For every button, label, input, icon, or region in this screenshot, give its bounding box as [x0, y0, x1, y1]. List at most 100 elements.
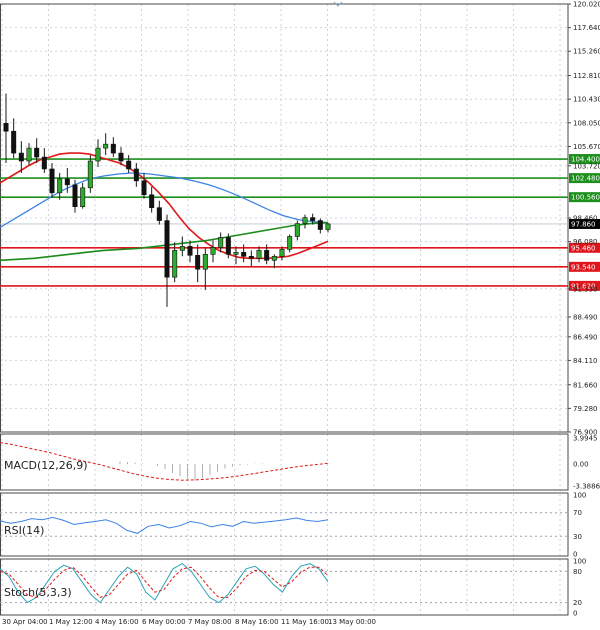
macd-tick-label: -3.3886	[573, 483, 600, 491]
candle-body	[72, 184, 78, 207]
time-tick-label: 4 May 16:00	[95, 618, 139, 626]
macd-tick-label: 0.00	[573, 460, 589, 468]
candle-body	[202, 254, 208, 270]
moving-average-red	[0, 152, 329, 260]
candle-body	[233, 252, 239, 255]
candle-body	[218, 237, 224, 248]
time-tick-label: 30 Apr 04:00	[2, 618, 48, 626]
candle-body	[110, 143, 116, 154]
candle-body	[195, 255, 201, 270]
candle-body	[64, 178, 70, 186]
candle-body	[187, 246, 193, 256]
stoch-k-line	[0, 562, 329, 604]
candle-body	[26, 147, 32, 162]
rsi-tick-label: 70	[573, 509, 582, 517]
candle-body	[210, 247, 216, 255]
moving-average-green	[0, 221, 329, 262]
price-tick-label: 98.460	[573, 215, 598, 223]
candle-body	[80, 187, 86, 207]
candle-body	[172, 250, 178, 278]
grid	[0, 1, 569, 616]
candle-body	[271, 256, 277, 261]
price-tick-label: 117.640	[573, 24, 600, 32]
panel-frame	[0, 433, 569, 491]
price-tick-label: 86.490	[573, 333, 598, 341]
level-price-label: 91.620	[571, 282, 596, 290]
price-tick-label: 79.280	[573, 405, 598, 413]
indicator-panels	[0, 442, 568, 604]
rsi-tick-label: 100	[573, 492, 586, 500]
candle-body	[133, 168, 139, 182]
price-tick-label: 76.900	[573, 429, 598, 437]
macd-label: MACD(12,26,9)	[4, 459, 88, 472]
candle-body	[156, 207, 162, 221]
candle-body	[241, 252, 247, 257]
candle-body	[294, 223, 300, 237]
candle-body	[256, 250, 262, 259]
level-price-tag	[569, 192, 600, 203]
time-tick-label: 13 May 00:00	[328, 618, 376, 626]
rsi-tick-label: 0	[573, 551, 577, 559]
candle-body	[18, 152, 24, 162]
level-price-tag	[569, 154, 600, 165]
time-tick-label: 8 May 16:00	[235, 618, 279, 626]
candle-body	[126, 160, 132, 170]
candlesticks	[3, 93, 331, 307]
time-tick-label: 11 May 16:00	[281, 618, 329, 626]
candle-body	[41, 156, 47, 170]
moving-average-blue	[0, 172, 329, 229]
price-tick-label: 84.110	[573, 357, 598, 365]
candle-body	[3, 123, 9, 132]
panel-frame	[0, 558, 569, 616]
price-axis: 120.020 117.640 115.260 112.810 110.430 108.0…	[568, 1, 600, 618]
time-tick-label: 1 May 12:00	[49, 618, 93, 626]
price-tick-label: 88.490	[573, 313, 598, 321]
stoch-tick-label: 80	[573, 568, 582, 576]
price-tick-label: 96.080	[573, 238, 598, 246]
time-tick-label: 6 May 00:00	[142, 618, 186, 626]
stoch-tick-label: 100	[573, 558, 586, 566]
macd-signal-line	[0, 442, 329, 481]
level-price-label: 104.400	[571, 156, 600, 164]
candle-body	[310, 217, 316, 221]
level-price-tag	[569, 280, 600, 291]
candle-body	[57, 178, 63, 194]
candle-body	[279, 249, 285, 257]
current-price-tag	[569, 218, 600, 229]
level-price-label: 100.560	[571, 194, 600, 202]
level-price-tag	[569, 173, 600, 184]
price-tick-label: 81.660	[573, 381, 598, 389]
price-tick-label: 115.260	[573, 48, 600, 56]
rsi-line	[0, 516, 329, 534]
candle-body	[49, 168, 55, 194]
price-tick-label: 110.430	[573, 96, 600, 104]
candle-body	[302, 217, 308, 224]
candle-body	[225, 237, 231, 255]
rsi-label: RSI(14)	[4, 524, 44, 537]
current-price-label: 97.860	[571, 220, 596, 228]
time-axis: 30 Apr 04:00 1 May 12:00 4 May 16:00 6 May …	[2, 618, 376, 626]
candle-body	[287, 236, 293, 250]
price-tick-label: 91.330	[573, 285, 598, 293]
price-tick-label: 103.720	[573, 162, 600, 170]
candle-body	[118, 152, 124, 162]
candle-body	[179, 246, 185, 251]
candle-body	[34, 147, 40, 158]
panel-frame	[0, 492, 569, 557]
candle-body	[149, 194, 155, 208]
candle-body	[264, 250, 270, 261]
candle-body	[103, 143, 109, 149]
candle-body	[95, 147, 101, 162]
price-tick-label: 112.810	[573, 72, 600, 80]
candle-body	[87, 160, 93, 189]
candle-body	[164, 220, 170, 278]
moving-averages	[0, 152, 329, 262]
stoch-tick-label: 0	[573, 610, 577, 618]
candle-body	[141, 180, 147, 196]
price-tick-label: 120.020	[573, 1, 600, 9]
level-price-label: 93.540	[571, 263, 596, 271]
level-price-label: 102.480	[571, 175, 600, 183]
time-tick-label: 7 May 08:00	[188, 618, 232, 626]
macd-tick-label: 3.9945	[573, 435, 598, 443]
